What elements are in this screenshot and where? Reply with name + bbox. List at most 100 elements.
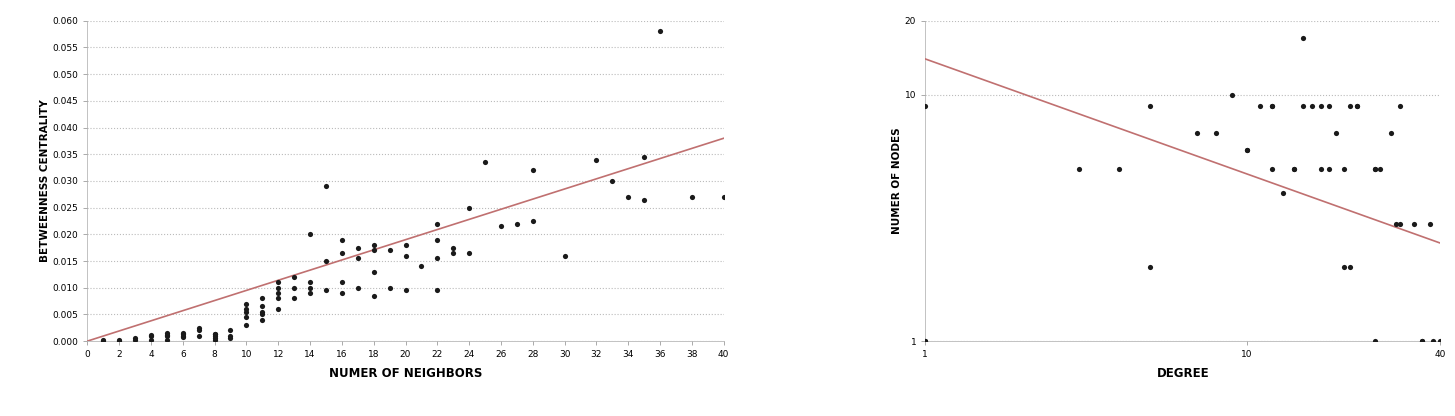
Point — [489, 223, 512, 230]
Point — [330, 250, 354, 256]
Point — [1317, 166, 1340, 172]
Point — [314, 183, 338, 190]
Point — [457, 250, 480, 256]
Point — [1331, 264, 1355, 270]
Point — [505, 220, 528, 227]
Point — [218, 332, 242, 339]
Point — [1235, 146, 1259, 153]
Point — [250, 308, 274, 315]
Point — [202, 332, 226, 339]
Point — [346, 285, 370, 291]
Point — [1369, 166, 1392, 172]
Point — [362, 247, 386, 254]
Point — [218, 327, 242, 334]
Point — [1363, 166, 1387, 172]
Point — [914, 338, 937, 344]
Point — [330, 290, 354, 297]
Point — [140, 332, 163, 338]
Y-axis label: BETWEENNESS CENTRALITY: BETWEENNESS CENTRALITY — [39, 99, 49, 262]
Point — [426, 287, 450, 294]
Point — [681, 193, 704, 200]
Point — [188, 324, 211, 331]
Point — [314, 258, 338, 265]
Point — [1403, 220, 1426, 227]
Point — [266, 285, 290, 291]
Point — [298, 231, 322, 238]
Point — [234, 306, 258, 312]
Point — [1205, 130, 1228, 136]
Point — [156, 332, 179, 339]
Point — [298, 290, 322, 297]
Point — [1260, 166, 1283, 172]
Point — [1107, 166, 1131, 172]
Point — [1419, 220, 1442, 227]
Point — [1235, 146, 1259, 153]
X-axis label: DEGREE: DEGREE — [1157, 367, 1209, 381]
Point — [282, 295, 306, 302]
Point — [1410, 338, 1433, 344]
Point — [394, 242, 418, 248]
Point — [156, 336, 179, 343]
Point — [426, 220, 450, 227]
Point — [250, 295, 274, 302]
Point — [298, 285, 322, 291]
Point — [426, 236, 450, 243]
X-axis label: NUMER OF NEIGHBORS: NUMER OF NEIGHBORS — [329, 367, 482, 381]
Point — [1317, 103, 1340, 109]
Point — [250, 303, 274, 310]
Point — [1310, 166, 1333, 172]
Point — [202, 330, 226, 337]
Point — [1384, 220, 1407, 227]
Point — [250, 317, 274, 323]
Point — [394, 287, 418, 294]
Point — [553, 253, 576, 259]
Point — [362, 268, 386, 275]
Point — [457, 204, 480, 211]
Point — [172, 334, 195, 340]
Point — [394, 253, 418, 259]
Point — [298, 279, 322, 286]
Point — [1429, 338, 1452, 344]
Point — [442, 250, 466, 256]
Point — [1272, 190, 1295, 196]
Point — [92, 337, 115, 343]
Point — [172, 332, 195, 339]
Point — [1138, 264, 1161, 270]
Point — [378, 285, 402, 291]
Point — [1346, 103, 1369, 109]
Point — [362, 292, 386, 299]
Point — [1346, 103, 1369, 109]
Point — [1260, 103, 1283, 109]
Point — [124, 337, 147, 343]
Point — [202, 337, 226, 343]
Point — [266, 306, 290, 312]
Point — [617, 193, 640, 200]
Point — [378, 247, 402, 254]
Point — [1410, 338, 1433, 344]
Point — [108, 337, 131, 344]
Point — [1221, 92, 1244, 98]
Point — [234, 308, 258, 315]
Y-axis label: NUMER OF NODES: NUMER OF NODES — [892, 128, 902, 234]
Point — [601, 178, 624, 184]
Point — [1138, 103, 1161, 109]
Point — [410, 263, 434, 270]
Point — [172, 329, 195, 336]
Point — [188, 327, 211, 334]
Point — [172, 330, 195, 337]
Point — [250, 311, 274, 318]
Point — [1186, 130, 1209, 136]
Point — [234, 322, 258, 329]
Point — [711, 193, 735, 200]
Point — [234, 300, 258, 307]
Point — [633, 196, 656, 203]
Point — [914, 338, 937, 344]
Point — [1067, 166, 1090, 172]
Point — [124, 335, 147, 342]
Point — [330, 279, 354, 286]
Point — [346, 244, 370, 251]
Point — [362, 242, 386, 248]
Point — [1292, 35, 1315, 42]
Point — [188, 332, 211, 339]
Point — [1331, 166, 1355, 172]
